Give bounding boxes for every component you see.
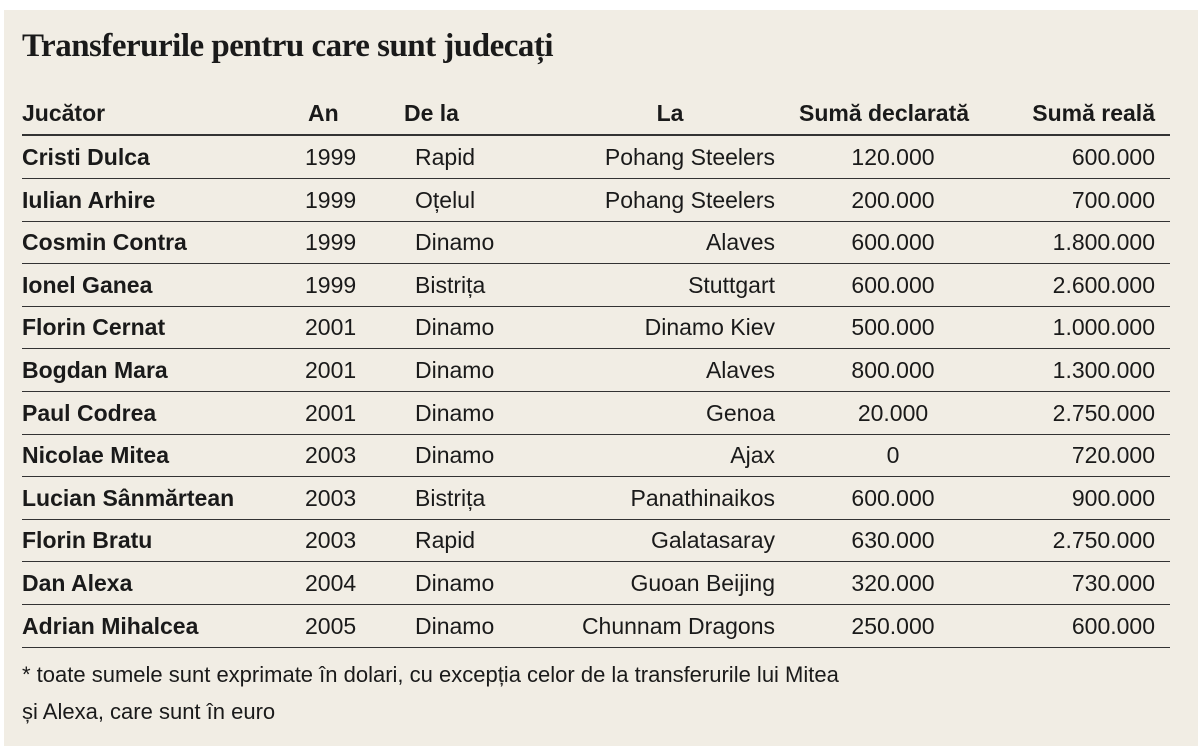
column-header: An — [308, 100, 339, 126]
table-cell: Dinamo — [415, 442, 495, 469]
row-rule — [22, 220, 1170, 222]
table-panel — [4, 10, 1198, 746]
player-name: Cristi Dulca — [22, 144, 150, 170]
table-cell: 2004 — [305, 570, 357, 596]
table-cell: Dinamo — [415, 229, 495, 256]
table-cell: 2.750.000 — [1052, 527, 1155, 554]
table-cell: Dinamo — [415, 314, 495, 341]
header-rule — [22, 134, 1170, 136]
row-rule — [22, 646, 1170, 648]
table-cell: Alaves — [705, 357, 775, 383]
table-cell: Pohang Steelers — [604, 186, 775, 213]
table-cell: 2003 — [305, 442, 357, 469]
table-cell: 2003 — [305, 484, 357, 511]
table-cell: Panathinaikos — [630, 484, 776, 511]
table-cell: Guoan Beijing — [630, 570, 776, 596]
player-name: Lucian Sânmărtean — [22, 484, 235, 511]
table-cell: Pohang Steelers — [604, 144, 775, 170]
table-cell: 1999 — [305, 229, 357, 256]
table-cell: 2003 — [305, 527, 357, 554]
table-cell: Bistrița — [415, 271, 486, 298]
table-cell: 320.000 — [851, 570, 935, 596]
table-cell: 800.000 — [851, 357, 935, 383]
row-rule — [22, 518, 1170, 520]
table-cell: Rapid — [415, 144, 476, 170]
table-cell: Bistrița — [415, 484, 486, 511]
table-cell: Chunnam Dragons — [581, 612, 775, 639]
row-rule — [22, 604, 1170, 605]
row-rule — [22, 305, 1170, 307]
table-cell: 250.000 — [851, 612, 935, 639]
table-cell: 2001 — [305, 314, 357, 341]
table-cell: Rapid — [415, 527, 476, 554]
table-cell: 1999 — [305, 144, 357, 170]
column-header: De la — [404, 100, 459, 126]
column-header: Sumă reală — [1032, 100, 1155, 126]
player-name: Ionel Ganea — [22, 271, 153, 298]
table-cell: Alaves — [705, 229, 775, 256]
table-cell: 0 — [886, 442, 900, 469]
table-cell: 2001 — [305, 357, 357, 383]
table-cell: 600.000 — [851, 229, 935, 256]
table-cell: 700.000 — [1071, 186, 1155, 213]
table-cell: Stuttgart — [688, 271, 775, 298]
table-cell: 1999 — [305, 186, 357, 213]
row-rule — [22, 391, 1170, 392]
column-header: La — [656, 100, 684, 126]
table-cell: 20.000 — [857, 399, 929, 426]
table-cell: 2001 — [305, 399, 357, 426]
player-name: Adrian Mihalcea — [22, 612, 199, 639]
table-cell: 200.000 — [851, 186, 935, 213]
player-name: Cosmin Contra — [22, 229, 187, 256]
table-cell: 600.000 — [1071, 144, 1155, 170]
table-cell: 1.800.000 — [1052, 229, 1155, 256]
row-rule — [22, 561, 1170, 563]
table-cell: Ajax — [730, 442, 775, 469]
player-name: Florin Cernat — [22, 314, 166, 341]
player-name: Dan Alexa — [22, 570, 133, 596]
table-cell: 500.000 — [851, 314, 935, 341]
table-cell: 630.000 — [851, 527, 935, 554]
table-cell: Dinamo Kiev — [644, 314, 775, 341]
player-name: Nicolae Mitea — [22, 442, 169, 469]
table-cell: Genoa — [705, 399, 775, 426]
footnote: * toate sumele sunt exprimate în dolari,… — [22, 662, 839, 687]
table-cell: 2.750.000 — [1052, 399, 1155, 426]
table-cell: 720.000 — [1071, 442, 1155, 469]
table-cell: Galatasaray — [650, 527, 775, 554]
row-rule — [22, 433, 1170, 435]
table-cell: 600.000 — [1071, 612, 1155, 639]
footnote: și Alexa, care sunt în euro — [22, 699, 276, 724]
table-cell: 2.600.000 — [1052, 271, 1155, 298]
player-name: Florin Bratu — [22, 527, 153, 554]
column-header: Jucător — [22, 100, 106, 126]
table-cell: 900.000 — [1071, 484, 1155, 511]
table-cell: 120.000 — [851, 144, 935, 170]
player-name: Paul Codrea — [22, 399, 157, 426]
column-header: Sumă declarată — [798, 100, 970, 126]
table-cell: 730.000 — [1071, 570, 1155, 596]
table-cell: 600.000 — [851, 271, 935, 298]
table-title: Transferurile pentru care sunt judecați — [22, 28, 554, 64]
table-cell: Oțelul — [415, 186, 476, 213]
player-name: Iulian Arhire — [22, 186, 156, 213]
table-cell: 2005 — [305, 612, 357, 639]
table-cell: 1.300.000 — [1052, 357, 1155, 383]
table-cell: Dinamo — [415, 612, 495, 639]
row-rule — [22, 348, 1170, 350]
table-cell: 1.000.000 — [1052, 314, 1155, 341]
player-name: Bogdan Mara — [22, 357, 168, 383]
table-cell: Dinamo — [415, 399, 495, 426]
row-rule — [22, 263, 1170, 265]
table-cell: Dinamo — [415, 357, 495, 383]
row-rule — [22, 476, 1170, 478]
table-cell: 600.000 — [851, 484, 935, 511]
table-cell: Dinamo — [415, 570, 495, 596]
row-rule — [22, 178, 1170, 179]
table-cell: 1999 — [305, 271, 357, 298]
